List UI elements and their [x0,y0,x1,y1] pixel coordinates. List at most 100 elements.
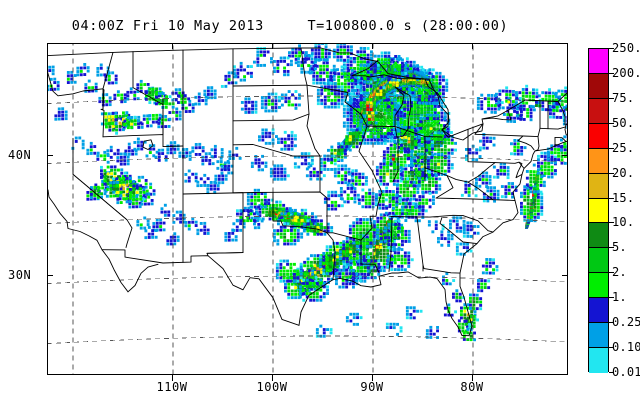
precip-cell [260,219,264,223]
precip-cell [120,185,124,189]
precip-cell [48,84,50,88]
precip-cell [380,105,384,108]
precip-cell [122,190,126,194]
precip-cell [107,112,111,116]
precip-cell [79,73,83,77]
precip-cell [372,77,375,80]
precip-cell [113,168,117,172]
precip-cell [346,108,350,111]
precip-cell [54,114,58,118]
precip-cell [445,88,449,92]
precip-cell [373,128,377,132]
precip-cell [105,99,109,103]
precip-cell [410,114,413,118]
precip-cell [219,156,223,160]
precip-cell [399,102,403,106]
precip-cell [101,179,105,183]
precip-cell [61,107,65,111]
precip-cell [87,89,91,93]
precip-cell [91,89,95,93]
precip-cell [402,64,406,67]
precip-cell [390,128,394,132]
precip-cell [120,93,124,97]
precip-cell [133,147,137,151]
precip-cell [128,198,132,202]
precip-cell [191,146,195,150]
precip-cell [148,91,152,94]
precip-cell [160,101,164,105]
precip-cell [435,71,439,75]
precip-cell [399,127,403,131]
precip-cell [428,85,432,88]
precip-cell [107,71,111,75]
precip-cell [377,128,380,132]
precip-cell [428,101,432,105]
precip-cell [103,169,107,173]
precip-cell [126,116,130,119]
precip-cell [115,125,118,128]
precip-cell [220,154,224,158]
precip-cell [133,141,137,144]
precip-cell [353,118,356,122]
precip-cell [382,60,386,64]
precip-cell [105,103,109,107]
precip-cell [370,131,374,135]
precip-cell [388,57,392,60]
precip-cell [118,121,122,125]
map-canvas [48,44,567,374]
precip-cell [431,95,435,99]
precip-cell [157,155,161,159]
precip-cell [387,118,391,122]
precip-cell [239,228,243,232]
precip-cell [138,205,142,209]
map-plot-area[interactable] [47,43,568,375]
precip-cell [430,121,434,125]
precip-cell [418,88,421,92]
precip-cell [403,115,406,119]
precip-cell [126,162,130,166]
precip-cell [152,192,156,196]
precip-cell [171,105,175,109]
precip-cell [403,112,406,116]
precip-cell [116,159,120,163]
precip-cell [353,111,356,115]
precip-cell [419,71,423,74]
precip-cell [390,135,394,139]
precip-cell [403,99,406,102]
precip-cell [366,138,370,142]
precip-cell [173,147,177,151]
precip-cell [103,172,107,176]
precip-cell [214,181,218,185]
precip-cell [431,98,435,102]
precip-cell [194,146,198,150]
precip-cell [406,121,410,125]
precip-cell [89,152,93,155]
precip-cell [204,152,208,156]
precip-cell [353,104,356,108]
precip-cell [213,184,217,188]
precip-cell [376,81,380,85]
precip-cell [151,91,155,94]
precip-cell [369,78,373,82]
precip-cell [123,119,127,123]
precip-cell [406,106,410,110]
precip-cell [227,171,231,175]
precip-cell [112,177,115,181]
precip-cell [169,242,173,246]
precip-cell [388,94,392,97]
precip-cell [74,140,78,143]
precip-cell [53,77,57,81]
precip-cell [142,187,146,191]
precip-cell [228,150,232,154]
precip-cell [210,148,214,152]
precip-cell [105,93,109,97]
precip-cell [149,192,153,196]
precip-cell [413,89,417,93]
precip-cell [356,108,360,111]
precip-cell [147,202,151,206]
precip-cell [204,155,208,159]
precip-cell [342,124,346,128]
precip-cell [425,95,428,98]
precip-cell [81,146,85,150]
precip-cell [140,196,144,199]
